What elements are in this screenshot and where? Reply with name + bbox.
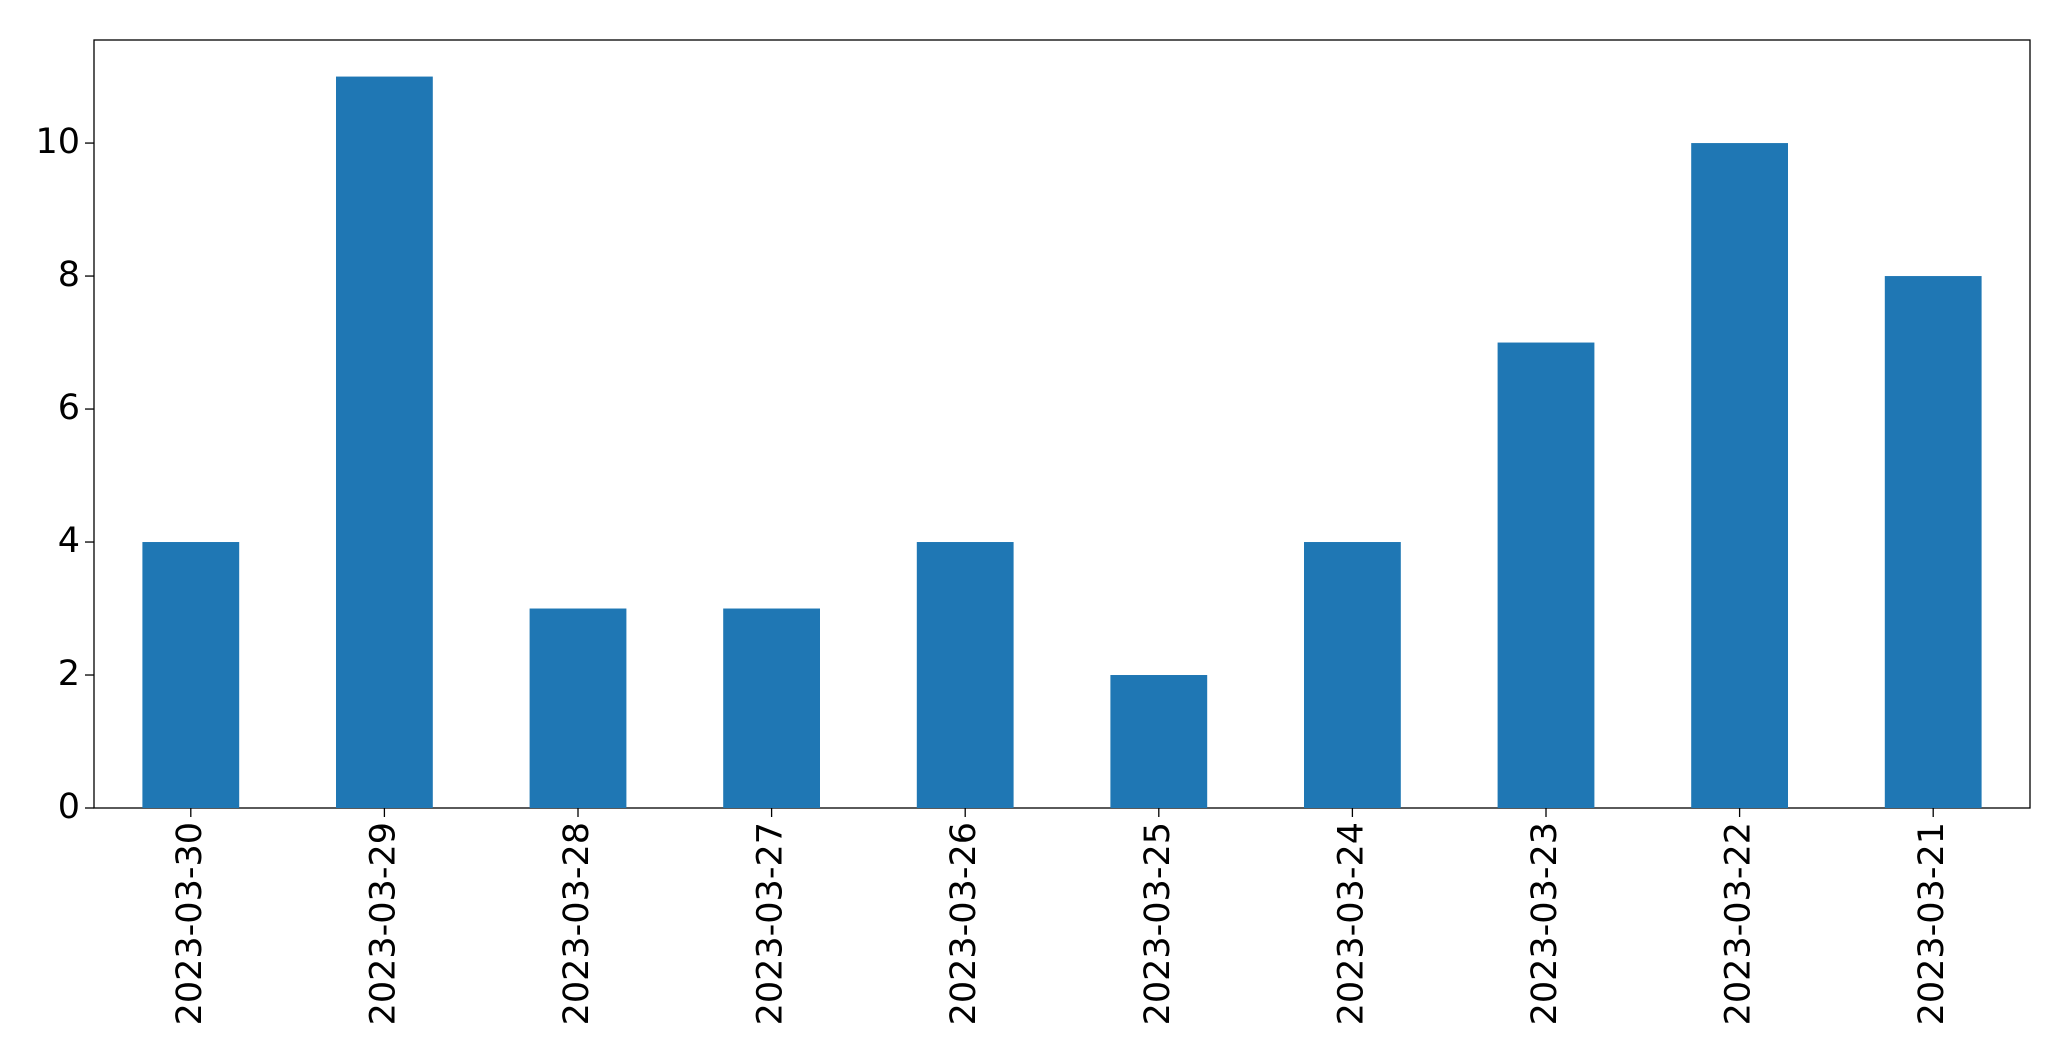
plot-frame: [93, 39, 2031, 809]
x-tick-label: 2023-03-24: [1331, 822, 1371, 1025]
x-tick-label: 2023-03-23: [1525, 822, 1565, 1025]
x-tick-label: 2023-03-30: [170, 822, 210, 1025]
x-tick-label: 2023-03-28: [557, 822, 597, 1025]
bar: [1691, 143, 1788, 808]
y-tick-label: 2: [58, 654, 80, 694]
bar: [916, 542, 1014, 808]
x-tick-label: 2023-03-27: [751, 822, 791, 1025]
y-tick-label: 6: [58, 388, 80, 428]
bar: [529, 608, 627, 808]
y-tick-label: 0: [58, 787, 80, 827]
y-tick-label: 10: [35, 122, 80, 162]
bar: [1497, 342, 1595, 808]
bar: [1110, 675, 1208, 808]
x-tick-label: 2023-03-26: [944, 822, 984, 1025]
x-tick-label: 2023-03-29: [363, 822, 403, 1025]
bar: [336, 76, 433, 809]
x-tick-label: 2023-03-25: [1138, 822, 1178, 1025]
bar: [142, 542, 240, 808]
bar: [1884, 276, 1982, 808]
y-tick-label: 8: [58, 255, 80, 295]
bar: [723, 608, 820, 808]
x-tick-label: 2023-03-21: [1912, 822, 1952, 1025]
y-tick-label: 4: [58, 521, 80, 561]
x-tick-label: 2023-03-22: [1719, 822, 1759, 1025]
bar: [1304, 542, 1401, 808]
